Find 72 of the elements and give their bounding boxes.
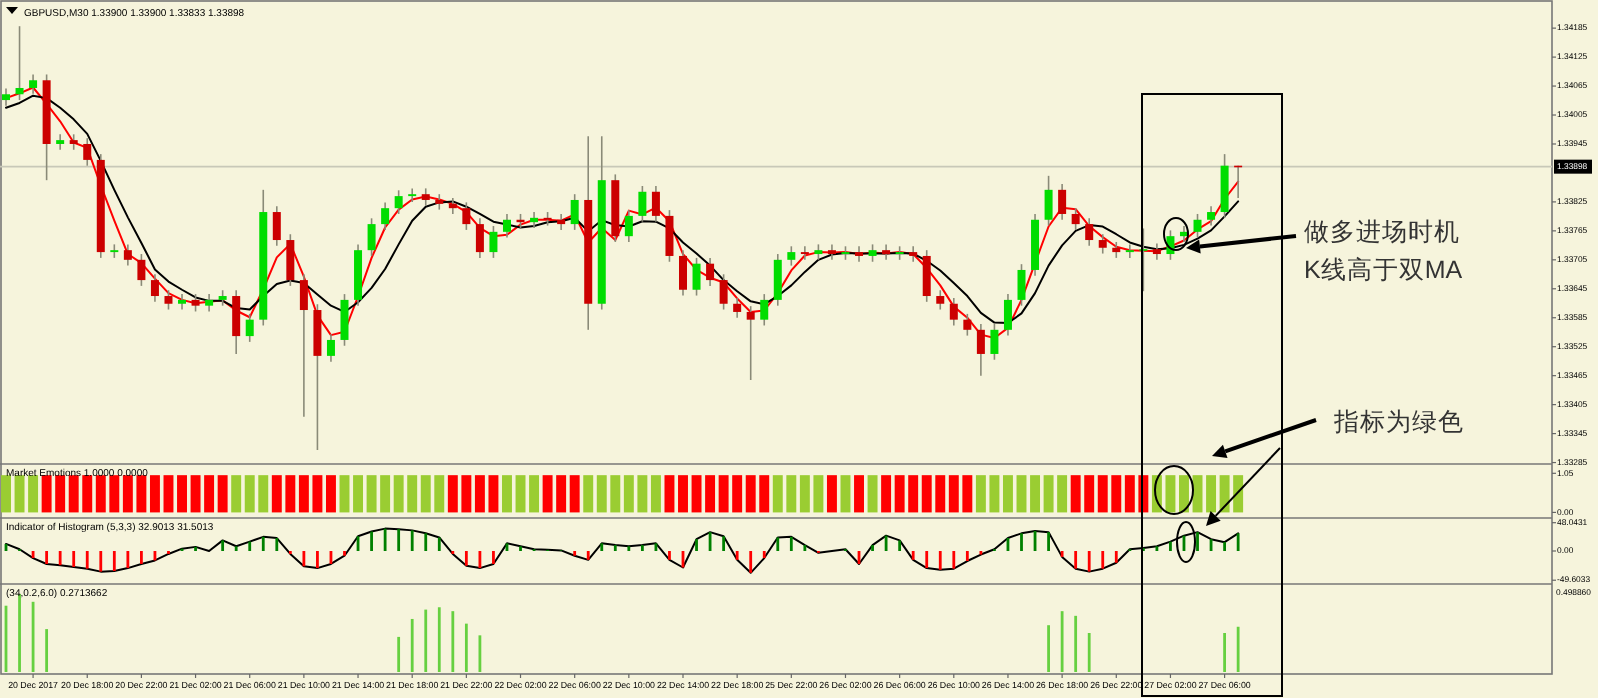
candlestick — [69, 133, 78, 151]
candlestick — [164, 289, 173, 311]
text: 做多进场时机 — [1304, 218, 1460, 246]
candlestick — [665, 209, 674, 263]
candlestick — [679, 249, 687, 297]
candlestick — [178, 293, 187, 311]
candlestick — [936, 289, 945, 311]
candlestick — [651, 185, 660, 223]
candlestick — [1098, 233, 1107, 255]
candlestick — [706, 257, 715, 287]
candlestick — [29, 73, 38, 95]
candlestick — [1017, 263, 1026, 307]
candlestick — [462, 201, 471, 231]
candlestick — [502, 213, 511, 239]
candlestick — [773, 253, 782, 307]
candlestick — [232, 289, 241, 355]
candlestick — [963, 313, 972, 337]
candlestick — [475, 217, 484, 259]
candlestick — [56, 133, 65, 151]
candlestick — [855, 245, 864, 263]
text: K线高于双MA — [1304, 254, 1464, 284]
candlestick — [1085, 217, 1094, 247]
text: 指标为绿色 — [1332, 408, 1464, 436]
candlestick — [557, 213, 566, 231]
candlestick — [1003, 293, 1012, 337]
candlestick — [394, 189, 403, 215]
candlestick — [1207, 205, 1216, 227]
candlestick — [489, 225, 498, 259]
candlestick — [340, 293, 349, 347]
candlestick — [381, 201, 390, 231]
candlestick — [150, 273, 159, 303]
candlestick — [949, 297, 958, 327]
candlestick — [719, 273, 728, 311]
candlestick — [746, 305, 755, 381]
candlestick — [733, 297, 742, 319]
candlestick — [787, 245, 796, 267]
candlestick — [299, 273, 308, 418]
candlestick — [286, 233, 295, 287]
candlestick — [408, 187, 417, 203]
candlestick — [1112, 241, 1121, 259]
candlestick — [367, 217, 376, 257]
candlestick — [624, 209, 633, 243]
candlestick — [1139, 227, 1148, 292]
candlestick — [800, 245, 809, 261]
candlestick — [638, 185, 647, 223]
candlestick — [530, 211, 539, 229]
candlestick — [692, 257, 701, 297]
candlestick — [326, 333, 335, 363]
candlestick — [1058, 183, 1067, 221]
candlestick — [990, 323, 999, 361]
candlestick — [272, 205, 281, 247]
candlestick — [976, 323, 985, 377]
candlestick — [909, 245, 918, 263]
candlestick — [435, 193, 444, 211]
candlestick — [245, 313, 254, 343]
candlestick — [922, 249, 931, 303]
candlestick — [827, 243, 836, 261]
candlestick — [1220, 153, 1229, 219]
candlestick — [760, 293, 769, 327]
candlestick — [137, 253, 146, 287]
candlestick — [1193, 213, 1202, 239]
candlestick — [123, 243, 132, 267]
candlestick — [313, 303, 322, 451]
candlestick — [570, 193, 579, 231]
candlestick — [15, 25, 24, 101]
candlestick — [1125, 243, 1134, 259]
candlestick — [1152, 242, 1161, 261]
candlestick — [1044, 175, 1053, 227]
candlestick — [882, 243, 891, 261]
candlestick — [1071, 207, 1080, 231]
candlestick — [448, 197, 457, 215]
candlestick — [83, 137, 92, 167]
